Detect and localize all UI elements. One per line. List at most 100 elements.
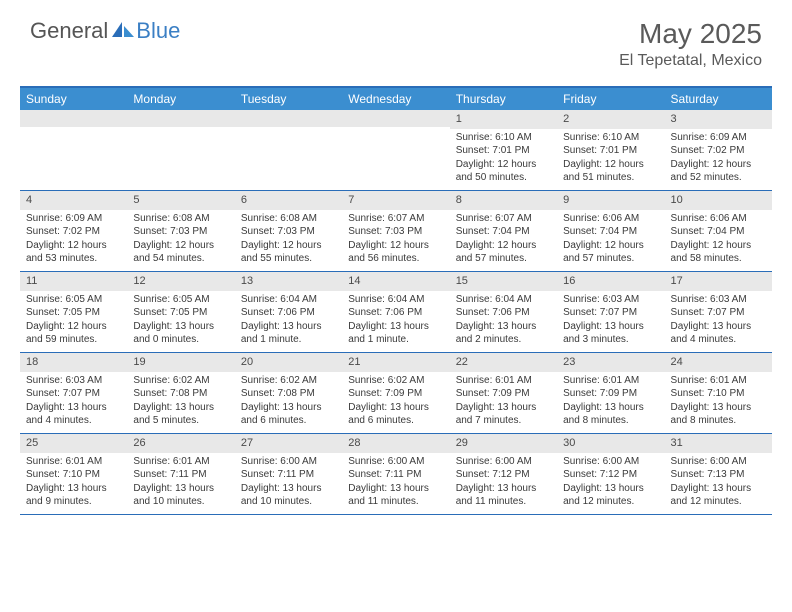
sunset-text: Sunset: 7:04 PM — [671, 225, 766, 239]
day-number — [235, 110, 342, 127]
sunrise-text: Sunrise: 6:08 AM — [241, 212, 336, 226]
title-block: May 2025 El Tepetatal, Mexico — [619, 18, 762, 70]
sunrise-text: Sunrise: 6:00 AM — [241, 455, 336, 469]
day-number: 19 — [127, 353, 234, 372]
sunrise-text: Sunrise: 6:01 AM — [456, 374, 551, 388]
day-content: Sunrise: 6:03 AMSunset: 7:07 PMDaylight:… — [20, 372, 127, 432]
day-content: Sunrise: 6:10 AMSunset: 7:01 PMDaylight:… — [450, 129, 557, 189]
sunrise-text: Sunrise: 6:10 AM — [563, 131, 658, 145]
sunrise-text: Sunrise: 6:00 AM — [456, 455, 551, 469]
sunrise-text: Sunrise: 6:01 AM — [563, 374, 658, 388]
brand-sail-icon — [112, 20, 134, 43]
daylight-text: Daylight: 13 hours and 7 minutes. — [456, 401, 551, 428]
sunset-text: Sunset: 7:10 PM — [671, 387, 766, 401]
sunset-text: Sunset: 7:12 PM — [563, 468, 658, 482]
day-cell: 9Sunrise: 6:06 AMSunset: 7:04 PMDaylight… — [557, 191, 664, 271]
day-number: 1 — [450, 110, 557, 129]
daylight-text: Daylight: 12 hours and 52 minutes. — [671, 158, 766, 185]
sunrise-text: Sunrise: 6:03 AM — [26, 374, 121, 388]
day-content: Sunrise: 6:00 AMSunset: 7:12 PMDaylight:… — [450, 453, 557, 513]
sunrise-text: Sunrise: 6:06 AM — [563, 212, 658, 226]
day-number: 17 — [665, 272, 772, 291]
daylight-text: Daylight: 13 hours and 2 minutes. — [456, 320, 551, 347]
day-cell: 28Sunrise: 6:00 AMSunset: 7:11 PMDayligh… — [342, 434, 449, 514]
day-content: Sunrise: 6:01 AMSunset: 7:09 PMDaylight:… — [450, 372, 557, 432]
day-cell: 25Sunrise: 6:01 AMSunset: 7:10 PMDayligh… — [20, 434, 127, 514]
day-number: 22 — [450, 353, 557, 372]
day-content: Sunrise: 6:06 AMSunset: 7:04 PMDaylight:… — [557, 210, 664, 270]
day-header: Monday — [127, 88, 234, 110]
day-cell: 20Sunrise: 6:02 AMSunset: 7:08 PMDayligh… — [235, 353, 342, 433]
sunset-text: Sunset: 7:11 PM — [348, 468, 443, 482]
daylight-text: Daylight: 12 hours and 56 minutes. — [348, 239, 443, 266]
day-number: 4 — [20, 191, 127, 210]
sunrise-text: Sunrise: 6:09 AM — [26, 212, 121, 226]
day-number: 16 — [557, 272, 664, 291]
day-number: 9 — [557, 191, 664, 210]
day-header: Friday — [557, 88, 664, 110]
day-content: Sunrise: 6:03 AMSunset: 7:07 PMDaylight:… — [557, 291, 664, 351]
day-content: Sunrise: 6:04 AMSunset: 7:06 PMDaylight:… — [450, 291, 557, 351]
sunrise-text: Sunrise: 6:07 AM — [348, 212, 443, 226]
day-number: 6 — [235, 191, 342, 210]
sunrise-text: Sunrise: 6:02 AM — [133, 374, 228, 388]
sunset-text: Sunset: 7:03 PM — [241, 225, 336, 239]
day-cell: 29Sunrise: 6:00 AMSunset: 7:12 PMDayligh… — [450, 434, 557, 514]
brand-text-1: General — [30, 18, 108, 44]
daylight-text: Daylight: 13 hours and 1 minute. — [241, 320, 336, 347]
daylight-text: Daylight: 12 hours and 54 minutes. — [133, 239, 228, 266]
day-content: Sunrise: 6:00 AMSunset: 7:12 PMDaylight:… — [557, 453, 664, 513]
day-cell: 10Sunrise: 6:06 AMSunset: 7:04 PMDayligh… — [665, 191, 772, 271]
day-content — [20, 127, 127, 133]
day-number: 7 — [342, 191, 449, 210]
sunrise-text: Sunrise: 6:05 AM — [26, 293, 121, 307]
day-cell: 30Sunrise: 6:00 AMSunset: 7:12 PMDayligh… — [557, 434, 664, 514]
sunrise-text: Sunrise: 6:01 AM — [671, 374, 766, 388]
daylight-text: Daylight: 13 hours and 6 minutes. — [241, 401, 336, 428]
day-cell — [20, 110, 127, 190]
daylight-text: Daylight: 13 hours and 4 minutes. — [671, 320, 766, 347]
day-content — [235, 127, 342, 133]
daylight-text: Daylight: 12 hours and 53 minutes. — [26, 239, 121, 266]
day-cell: 21Sunrise: 6:02 AMSunset: 7:09 PMDayligh… — [342, 353, 449, 433]
day-content: Sunrise: 6:02 AMSunset: 7:08 PMDaylight:… — [235, 372, 342, 432]
day-cell: 24Sunrise: 6:01 AMSunset: 7:10 PMDayligh… — [665, 353, 772, 433]
day-content: Sunrise: 6:07 AMSunset: 7:03 PMDaylight:… — [342, 210, 449, 270]
sunrise-text: Sunrise: 6:03 AM — [563, 293, 658, 307]
day-number — [342, 110, 449, 127]
day-cell: 18Sunrise: 6:03 AMSunset: 7:07 PMDayligh… — [20, 353, 127, 433]
daylight-text: Daylight: 12 hours and 59 minutes. — [26, 320, 121, 347]
day-number: 12 — [127, 272, 234, 291]
daylight-text: Daylight: 13 hours and 12 minutes. — [563, 482, 658, 509]
day-number: 8 — [450, 191, 557, 210]
daylight-text: Daylight: 13 hours and 12 minutes. — [671, 482, 766, 509]
sunrise-text: Sunrise: 6:00 AM — [563, 455, 658, 469]
day-number — [20, 110, 127, 127]
day-cell: 2Sunrise: 6:10 AMSunset: 7:01 PMDaylight… — [557, 110, 664, 190]
day-content: Sunrise: 6:08 AMSunset: 7:03 PMDaylight:… — [235, 210, 342, 270]
daylight-text: Daylight: 13 hours and 9 minutes. — [26, 482, 121, 509]
day-cell: 6Sunrise: 6:08 AMSunset: 7:03 PMDaylight… — [235, 191, 342, 271]
sunrise-text: Sunrise: 6:03 AM — [671, 293, 766, 307]
sunrise-text: Sunrise: 6:05 AM — [133, 293, 228, 307]
day-content: Sunrise: 6:01 AMSunset: 7:09 PMDaylight:… — [557, 372, 664, 432]
sunset-text: Sunset: 7:05 PM — [26, 306, 121, 320]
sunrise-text: Sunrise: 6:00 AM — [348, 455, 443, 469]
sunset-text: Sunset: 7:11 PM — [133, 468, 228, 482]
day-cell — [342, 110, 449, 190]
sunset-text: Sunset: 7:05 PM — [133, 306, 228, 320]
day-number: 31 — [665, 434, 772, 453]
sunrise-text: Sunrise: 6:06 AM — [671, 212, 766, 226]
day-cell: 5Sunrise: 6:08 AMSunset: 7:03 PMDaylight… — [127, 191, 234, 271]
sunset-text: Sunset: 7:07 PM — [563, 306, 658, 320]
day-header: Wednesday — [342, 88, 449, 110]
day-cell — [235, 110, 342, 190]
day-content — [342, 127, 449, 133]
daylight-text: Daylight: 13 hours and 4 minutes. — [26, 401, 121, 428]
page-header: General Blue May 2025 El Tepetatal, Mexi… — [0, 0, 792, 78]
day-cell: 3Sunrise: 6:09 AMSunset: 7:02 PMDaylight… — [665, 110, 772, 190]
day-number: 25 — [20, 434, 127, 453]
sunset-text: Sunset: 7:06 PM — [456, 306, 551, 320]
day-content: Sunrise: 6:05 AMSunset: 7:05 PMDaylight:… — [20, 291, 127, 351]
day-content: Sunrise: 6:09 AMSunset: 7:02 PMDaylight:… — [20, 210, 127, 270]
